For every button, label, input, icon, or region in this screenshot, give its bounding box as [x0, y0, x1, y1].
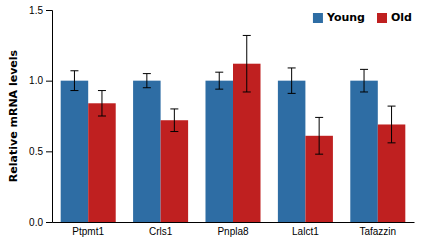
marks: [61, 35, 406, 222]
x-tick: Ptpmt1: [72, 226, 104, 237]
bar: [350, 81, 378, 222]
error-bar: [288, 68, 296, 93]
error-bar: [315, 117, 323, 154]
error-bar: [70, 71, 78, 91]
y-tick-mark: [46, 222, 52, 223]
legend-label: Old: [391, 11, 412, 24]
error-bar-line: [70, 71, 78, 91]
y-tick-mark: [46, 10, 52, 11]
y-axis: 0.0 0.5 1.0 1.5: [29, 5, 52, 228]
x-tick-label: Crls1: [149, 226, 173, 237]
legend-swatch: [313, 13, 323, 23]
y-tick-mark: [46, 81, 52, 82]
y-axis-line: [46, 11, 53, 223]
x-tick: Pnpla8: [217, 226, 249, 237]
error-bar-line: [388, 106, 396, 143]
y-tick-label: 1.5: [29, 5, 43, 16]
y-axis-title: Relative mRNA levels: [7, 49, 20, 182]
error-bar: [98, 91, 106, 116]
series: [88, 35, 405, 222]
error-bar: [215, 72, 223, 89]
error-bar-line: [143, 74, 151, 88]
y-tick: 0.0: [29, 217, 52, 228]
y-tick: 0.5: [29, 146, 52, 157]
y-tick-label: 0.5: [29, 146, 43, 157]
error-bar: [360, 69, 368, 92]
legend-swatch: [377, 13, 387, 23]
bar: [278, 81, 306, 222]
y-tick-label: 0.0: [29, 217, 43, 228]
x-tick-label: Tafazzin: [359, 226, 396, 237]
x-tick: Tafazzin: [359, 226, 396, 237]
x-axis: Ptpmt1 Crls1 Pnpla8 Lalct1 Tafazzin: [53, 223, 415, 238]
legend-label: Young: [326, 11, 365, 24]
chart: 0.0 0.5 1.0 1.5 Ptpmt1 Crls1 Pnpla8 Lalct1 Tafaz…: [0, 0, 426, 250]
bar: [161, 120, 189, 222]
y-tick-mark: [46, 151, 52, 152]
y-tick: 1.0: [29, 75, 52, 86]
legend-item: Young: [313, 11, 365, 24]
y-tick-label: 1.0: [29, 75, 43, 86]
x-axis-line: [53, 222, 415, 223]
bar: [88, 103, 116, 222]
y-tick: 1.5: [29, 5, 52, 16]
error-bar-line: [360, 69, 368, 92]
legend-item: Old: [377, 11, 412, 24]
error-bar-line: [288, 68, 296, 93]
series: [61, 68, 378, 222]
x-tick: Crls1: [149, 226, 173, 237]
error-bar-line: [215, 72, 223, 89]
error-bar-line: [98, 91, 106, 116]
bar: [205, 81, 233, 222]
legend: Young Old: [313, 11, 412, 24]
plot: 0.0 0.5 1.0 1.5 Ptpmt1 Crls1 Pnpla8 Lalct1 Tafaz…: [29, 5, 414, 237]
error-bar: [243, 35, 251, 92]
x-tick: Lalct1: [292, 226, 319, 237]
error-bar: [143, 74, 151, 88]
error-bar-line: [170, 109, 178, 132]
x-tick-label: Pnpla8: [217, 226, 249, 237]
error-bar: [388, 106, 396, 143]
x-tick-label: Ptpmt1: [72, 226, 104, 237]
x-tick-label: Lalct1: [292, 226, 319, 237]
error-bar-line: [243, 35, 251, 92]
error-bar-line: [315, 117, 323, 154]
error-bar: [170, 109, 178, 132]
bar: [133, 81, 161, 222]
bar: [61, 81, 89, 222]
